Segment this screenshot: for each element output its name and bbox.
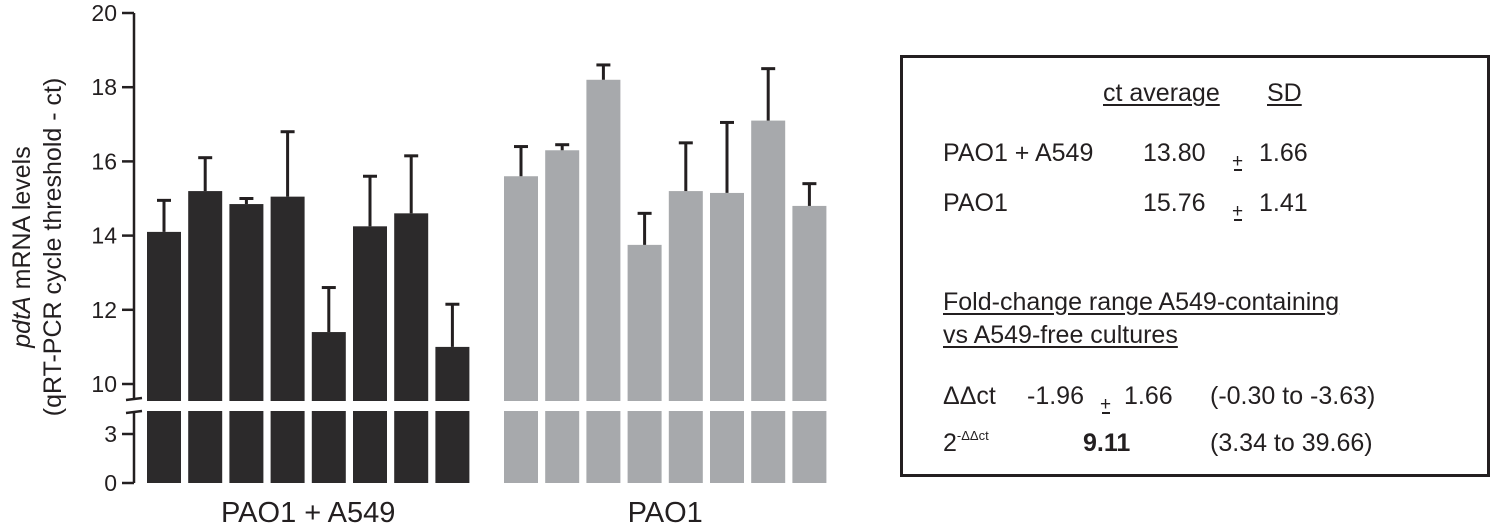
ddct-value: -1.96 [1027,382,1084,410]
fold-change-title-line2: vs A549-free cultures [943,321,1178,349]
bar-upper [229,204,264,401]
row1-sd: 1.66 [1259,139,1308,167]
bar-upper [792,205,827,401]
ddct-sd: 1.66 [1124,382,1173,410]
bar-upper [353,226,387,401]
bar-lower [668,411,703,483]
bar-lower [147,411,181,483]
y-tick-label: 10 [91,371,117,397]
y-tick-label: 20 [91,0,117,26]
bar-lower [435,411,470,483]
bar-upper [668,191,703,401]
bar-upper [586,79,621,401]
row1-label: PAO1 + A549 [943,139,1094,167]
ddct-plusminus [1099,384,1113,414]
ddct-range: (-0.30 to -3.63) [1210,382,1376,410]
y-tick-label: 0 [104,470,117,496]
y-tick-label: 3 [104,421,117,447]
bar-lower [188,411,223,483]
bar-upper [545,150,580,401]
category-label: PAO1 + A549 [221,497,395,527]
labels-layer: PAO1 + A549 PAO1 [221,497,703,527]
category-label: PAO1 [628,497,703,527]
ddct-label: ΔΔct [943,382,996,410]
bar-lower [586,411,621,483]
bar-chart: 10 12 14 16 18 20 0 3 PAO1 + A549 PAO1 pdtA mRNA… [8,0,827,527]
y-axis-label-line2: (qRT-PCR cycle threshold - ct) [39,78,67,417]
row2-sd: 1.41 [1259,189,1308,217]
bar-lower [710,411,744,483]
bar-upper [188,191,223,401]
bar-upper [751,120,786,401]
power-range: (3.34 to 39.66) [1210,429,1373,457]
y-tick-label: 18 [91,74,117,100]
y-tick-label: 16 [91,148,117,174]
header-sd: SD [1267,79,1302,107]
bar-lower [229,411,264,483]
y-axis: 10 12 14 16 18 20 0 3 [91,0,143,496]
y-axis-label: pdtA mRNA levels [8,146,36,348]
bar-upper [311,332,346,401]
bar-upper [147,231,181,401]
row2-label: PAO1 [943,189,1008,217]
bar-lower [792,411,827,483]
bar-upper [627,244,662,401]
y-tick-label: 14 [91,223,117,249]
header-ct-average: ct average [1103,79,1220,107]
bar-upper [435,346,470,401]
y-tick-label: 12 [91,297,117,323]
bar-lower [270,411,305,483]
row1-avg: 13.80 [1143,139,1206,167]
bar-lower [545,411,580,483]
bar-lower [394,411,429,483]
power-label: 2-ΔΔct [943,428,989,457]
row1-plusminus [1231,141,1245,171]
row2-plusminus [1231,191,1245,221]
bar-upper [504,176,538,401]
bars-layer [147,63,827,483]
bar-lower [311,411,346,483]
statistics-box: ct average SD PAO1 + A549 13.80 1.66 PAO… [900,55,1490,477]
bar-upper [710,192,744,401]
fold-change-title-line1: Fold-change range A549-containing [943,288,1340,316]
bar-lower [504,411,538,483]
bar-lower [751,411,786,483]
bar-upper [394,213,429,401]
bar-upper [270,196,305,401]
bar-lower [353,411,387,483]
axis-break-mark [125,396,143,402]
row2-avg: 15.76 [1143,189,1206,217]
bar-lower [627,411,662,483]
axis-break-mark [125,409,143,415]
power-value: 9.11 [1083,429,1131,457]
